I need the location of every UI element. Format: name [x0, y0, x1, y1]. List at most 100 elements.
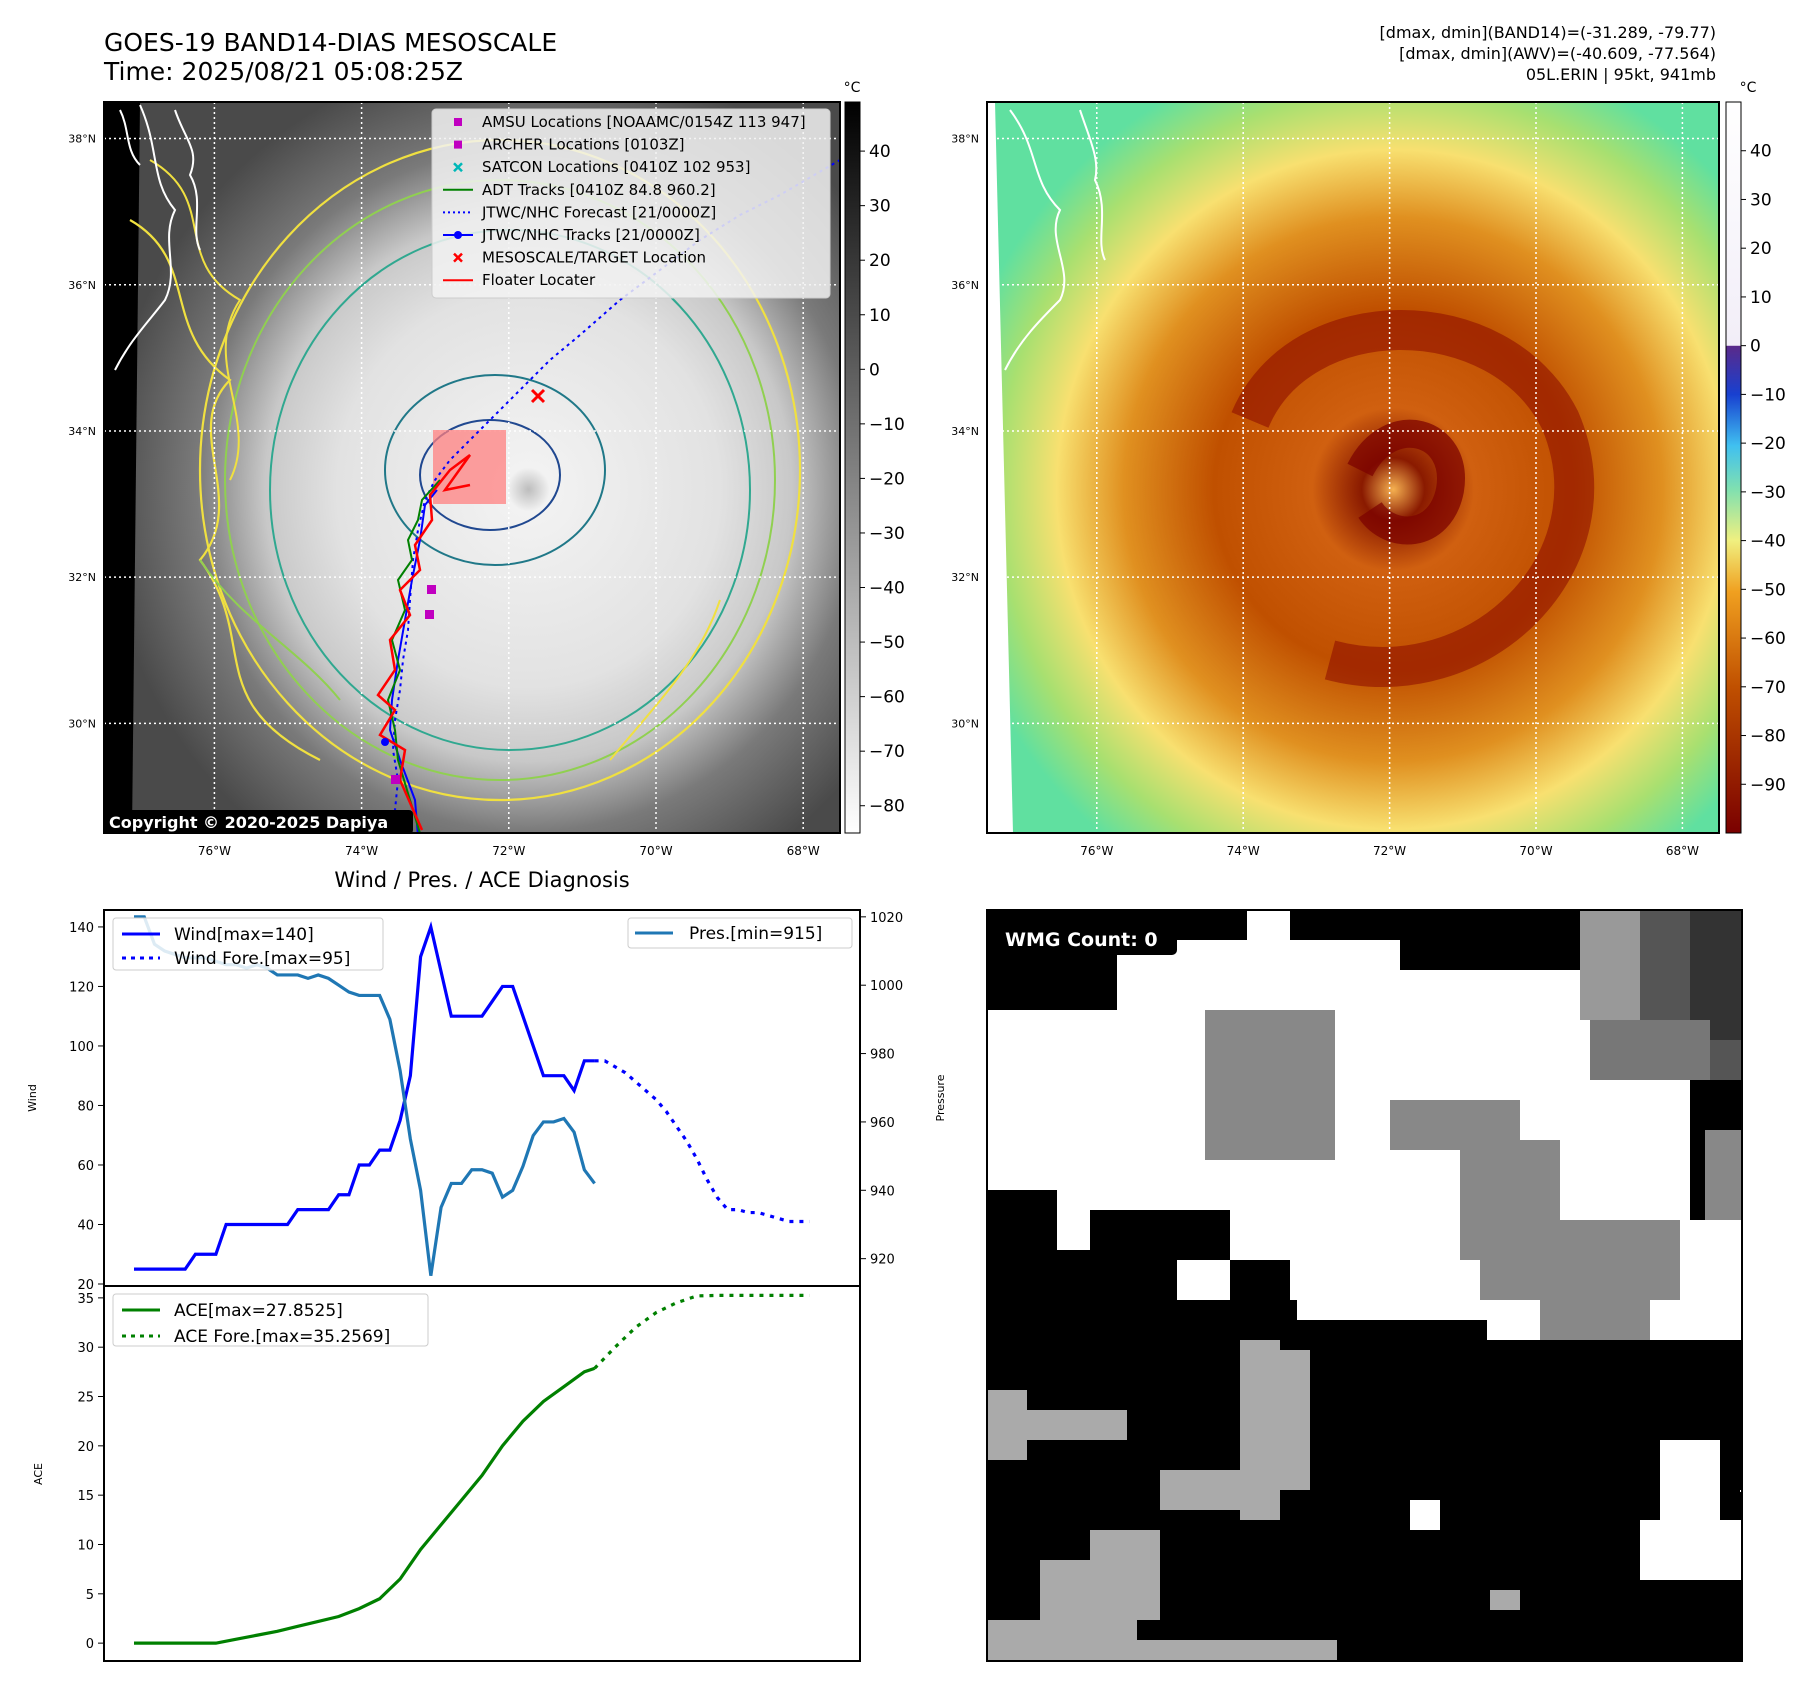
ace-tick-label: 0 [86, 1637, 94, 1652]
colorbar-tick-label: 20 [869, 251, 891, 271]
ace-forecast-line [593, 1293, 810, 1370]
wmg-cell-block [1027, 1410, 1127, 1440]
awv-lat-labels: 38°N 36°N 34°N 32°N 30°N [951, 133, 979, 731]
ir-coastline [114, 104, 201, 371]
archer-marker [427, 585, 436, 594]
wmg-cell-block [1137, 1640, 1337, 1661]
adt-track [386, 479, 441, 833]
pressure-tick-label: 960 [870, 1116, 895, 1131]
wind-tick-label: 20 [77, 1278, 94, 1293]
wind-legend-label: Wind[max=140] [174, 925, 314, 945]
copyright-text: Copyright © 2020-2025 Dapiya [109, 813, 388, 832]
wmg-cell-block [1520, 1580, 1742, 1661]
wmg-cell-block [987, 1620, 1137, 1661]
target-location-marker [530, 388, 546, 404]
ace-ylabel: ACE [32, 1463, 45, 1485]
ace-tick-label: 35 [77, 1292, 94, 1307]
ace-lines [134, 1293, 810, 1645]
wind-axis-ticks: 20 40 60 80 100 120 140 [69, 921, 104, 1293]
wind-legend-box [112, 917, 384, 971]
ir-lon-label: 70°W [639, 844, 672, 858]
colorbar-tick-label: −20 [1750, 434, 1786, 454]
wmg-cell-block [1690, 910, 1742, 1040]
ace-series-line [134, 1366, 596, 1645]
awv-lon-label: 74°W [1227, 844, 1260, 858]
ace-legend-box [112, 1293, 429, 1347]
ace-panel: ACE 0 5 10 15 20 25 30 35 ACE[max=27.8525] ACE … [32, 1285, 861, 1662]
stats-line1: [dmax, dmin](BAND14)=(-31.289, -79.77) [1380, 23, 1716, 42]
legend-label: JTWC/NHC Tracks [21/0000Z] [481, 226, 700, 244]
wmg-cell-block [1090, 1530, 1160, 1580]
pressure-axis-ticks: 920 940 960 980 1000 1020 [860, 911, 903, 1268]
pressure-ylabel: Pressure [934, 1074, 947, 1121]
colorbar-tick-label: 20 [1750, 239, 1772, 259]
wmg-cell-block [1660, 1440, 1700, 1480]
wmg-cell-block [1705, 1130, 1742, 1220]
awv-lon-label: 70°W [1519, 844, 1552, 858]
wmg-cell-block [1160, 1470, 1260, 1510]
wind-tick-label: 80 [77, 1099, 94, 1114]
legend-marker [453, 252, 463, 263]
colorbar-tick-label: 40 [869, 142, 891, 162]
colorbar-tick-label: −10 [1750, 385, 1786, 405]
ir-lon-labels: 76°W 74°W 72°W 70°W 68°W [198, 844, 820, 858]
wmg-cell-block [1400, 910, 1580, 970]
legend-marker-dot [454, 231, 462, 239]
awv-map-panel: 38°N 36°N 34°N 32°N 30°N 76°W 74°W 72°W 70°W 68°… [951, 101, 1720, 858]
colorbar-tick-label: −60 [869, 688, 905, 708]
pressure-tick-label: 920 [870, 1253, 895, 1268]
wind-ylabel: Wind [26, 1084, 39, 1112]
wmg-cell-block [1410, 1500, 1440, 1530]
legend-label: ARCHER Locations [0103Z] [482, 136, 685, 154]
ace-tick-label: 5 [86, 1588, 94, 1603]
legend-label: ADT Tracks [0410Z 84.8 960.2] [482, 181, 716, 199]
legend-marker [453, 162, 463, 173]
colorbar-tick-label: 40 [1750, 142, 1772, 162]
colorbar-tick-label: −10 [869, 415, 905, 435]
ace-legend-label: ACE[max=27.8525] [174, 1301, 343, 1321]
legend-label: AMSU Locations [NOAAMC/0154Z 113 947] [482, 113, 806, 131]
awv-lon-label: 76°W [1080, 844, 1113, 858]
wind-tick-label: 120 [69, 980, 94, 995]
awv-lon-label: 72°W [1373, 844, 1406, 858]
ir-lat-label: 38°N [68, 133, 96, 146]
wmg-cell-block [987, 1390, 1027, 1460]
ir-lon-label: 74°W [345, 844, 378, 858]
awv-spiral-bands [1231, 310, 1595, 687]
awv-coastline [1004, 109, 1106, 371]
archer-marker [391, 775, 400, 784]
colorbar-tick-label: −20 [869, 469, 905, 489]
wind-fore-legend-label: Wind Fore.[max=95] [174, 949, 350, 969]
wind-forecast-line [594, 1059, 810, 1224]
awv-lat-label: 38°N [951, 133, 979, 146]
title-line1: GOES-19 BAND14-DIAS MESOSCALE [104, 28, 557, 57]
awv-lat-label: 36°N [951, 279, 979, 292]
stats-line3: 05L.ERIN | 95kt, 941mb [1526, 65, 1716, 84]
ace-tick-label: 20 [77, 1440, 94, 1455]
ir-lat-label: 30°N [68, 717, 96, 730]
awv-colorbar-ticks: 40 30 20 10 0 −10 −20 −30 −40 −50 −60 −70 −80 −90 [1741, 142, 1786, 795]
colorbar-tick-label: 0 [869, 360, 880, 380]
wmg-cell-block [1150, 1210, 1230, 1260]
ir-map-frame [103, 101, 841, 834]
wind-tick-label: 40 [77, 1218, 94, 1233]
ir-colorbar-ticks: 40 30 20 10 0 −10 −20 −30 −40 −50 −60 −70 −80 [860, 142, 905, 817]
pres-legend-label: Pres.[min=915] [689, 924, 822, 944]
legend-marker [454, 118, 462, 126]
wmg-cell-block [1280, 1350, 1310, 1490]
ir-colorbar-gradient [844, 101, 861, 834]
awv-map-frame [986, 101, 1720, 834]
ir-legend: AMSU Locations [NOAAMC/0154Z 113 947] ARC… [431, 108, 831, 299]
ace-axis-ticks: 0 5 10 15 20 25 30 35 [77, 1292, 104, 1652]
stats-line2: [dmax, dmin](AWV)=(-40.609, -77.564) [1399, 44, 1716, 63]
ace-tick-label: 15 [77, 1489, 94, 1504]
wmg-cell-block [1205, 1010, 1335, 1160]
wmg-cell-block [1420, 1370, 1560, 1480]
ir-lat-label: 32°N [68, 571, 96, 584]
colorbar-tick-label: −70 [869, 742, 905, 762]
wmg-panel: WMG Count: 0 [986, 909, 1743, 1662]
colorbar-tick-label: −60 [1750, 629, 1786, 649]
ace-tick-label: 10 [77, 1538, 94, 1553]
copyright-box [104, 810, 413, 834]
